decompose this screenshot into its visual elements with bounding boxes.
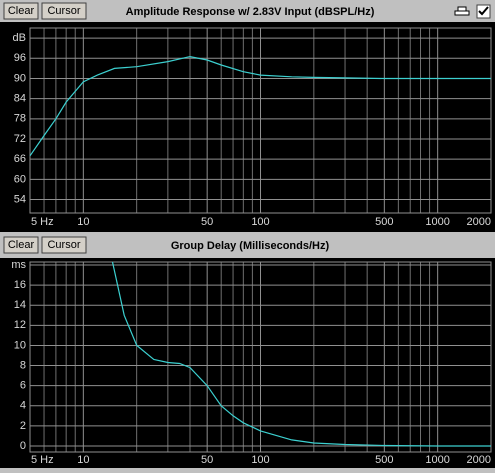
- y-tick-label: 96: [14, 52, 26, 64]
- y-tick-label: 78: [14, 113, 26, 125]
- check-mark: [478, 6, 489, 16]
- y-tick-label: dB: [13, 32, 26, 44]
- button-face[interactable]: [41, 2, 87, 20]
- y-tick-label: 54: [14, 193, 26, 205]
- x-tick-label: 5 Hz: [31, 454, 54, 466]
- y-tick-label: 12: [14, 319, 26, 331]
- button-face[interactable]: [3, 2, 39, 20]
- y-tick-label: 84: [14, 93, 26, 105]
- x-tick-label: 50: [201, 216, 213, 228]
- y-tick-label: 10: [14, 339, 26, 351]
- x-tick-label: 10: [77, 216, 89, 228]
- x-tick-label: 100: [251, 454, 269, 466]
- x-tick-label: 500: [375, 216, 393, 228]
- y-tick-label: 66: [14, 153, 26, 165]
- x-tick-label: 2000: [467, 216, 491, 228]
- button-label[interactable]: Clear: [8, 239, 35, 251]
- button[interactable]: Cursor: [41, 236, 87, 254]
- y-tick-label: 8: [20, 359, 26, 371]
- y-tick-label: ms: [11, 259, 26, 271]
- x-tick-label: 100: [251, 216, 269, 228]
- button-face[interactable]: [41, 236, 87, 254]
- data-line: [29, 55, 491, 157]
- x-tick-label: 10: [77, 454, 89, 466]
- button[interactable]: Cursor: [41, 2, 87, 20]
- plot-background: [0, 22, 495, 232]
- y-tick-label: 72: [14, 133, 26, 145]
- print-glyph: [454, 6, 470, 16]
- plot-frame: [29, 27, 492, 214]
- toolbar-icons: [453, 4, 491, 19]
- y-tick-label: 90: [14, 72, 26, 84]
- data-line: [111, 261, 491, 447]
- y-tick-label: 60: [14, 173, 26, 185]
- button-label[interactable]: Cursor: [47, 239, 80, 251]
- chart-title: Amplitude Response w/ 2.83V Input (dBSPL…: [126, 6, 375, 18]
- y-tick-label: 4: [20, 400, 26, 412]
- button[interactable]: Clear: [3, 236, 39, 254]
- y-tick-label: 0: [20, 440, 26, 452]
- x-tick-label: 50: [201, 454, 213, 466]
- x-tick-label: 1000: [425, 454, 449, 466]
- x-tick-label: 1000: [425, 216, 449, 228]
- button-label[interactable]: Cursor: [47, 5, 80, 17]
- x-tick-label: 500: [375, 454, 393, 466]
- plot-frame: [29, 261, 492, 453]
- y-tick-label: 16: [14, 279, 26, 291]
- plot-background: [0, 258, 495, 468]
- y-tick-label: 14: [14, 299, 26, 311]
- chart-title: Group Delay (Milliseconds/Hz): [171, 240, 330, 252]
- button[interactable]: Clear: [3, 2, 39, 20]
- y-tick-label: 2: [20, 420, 26, 432]
- button-label[interactable]: Clear: [8, 5, 35, 17]
- x-tick-label: 5 Hz: [31, 216, 54, 228]
- y-tick-label: 6: [20, 380, 26, 392]
- x-tick-label: 2000: [467, 454, 491, 466]
- button-face[interactable]: [3, 236, 39, 254]
